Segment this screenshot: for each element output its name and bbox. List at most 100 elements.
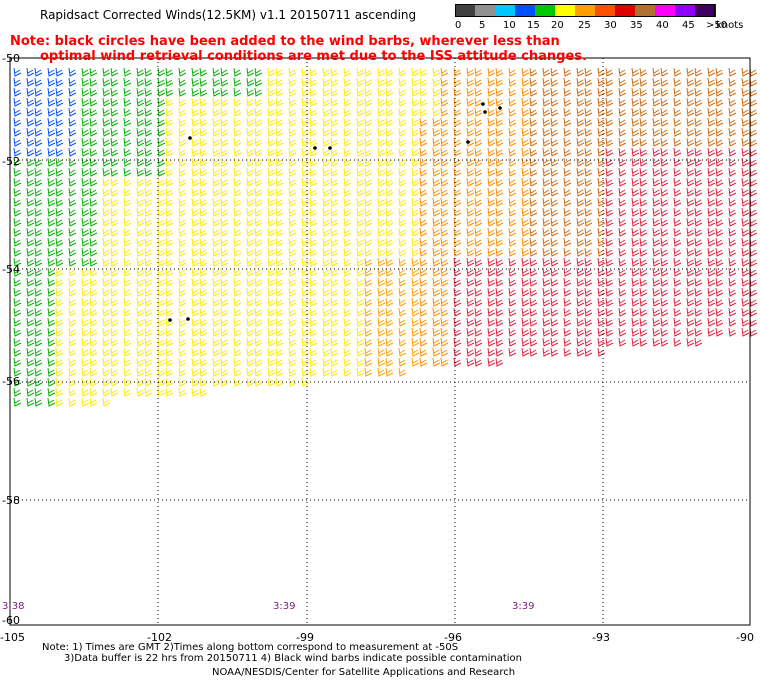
wind-barb — [89, 317, 98, 327]
wind-barb — [220, 237, 229, 247]
wind-barb — [432, 327, 441, 337]
wind-barb — [673, 237, 682, 247]
wind-barb — [123, 227, 132, 237]
wind-barb — [542, 87, 551, 97]
wind-barb — [715, 257, 724, 267]
wind-barb — [694, 107, 703, 117]
wind-barb — [55, 247, 64, 257]
wind-barb — [398, 107, 407, 117]
wind-barb — [110, 267, 119, 277]
wind-barb — [309, 337, 318, 347]
pass-time-3: 3:39 — [512, 601, 535, 612]
wind-barb — [749, 307, 758, 317]
wind-barb — [563, 237, 572, 247]
wind-barb — [419, 307, 428, 317]
wind-barb — [144, 77, 153, 87]
wind-barb — [212, 287, 221, 297]
wind-barb — [233, 257, 242, 267]
wind-barb — [728, 137, 737, 147]
wind-barb — [220, 127, 229, 137]
wind-barb — [81, 317, 90, 327]
wind-barb — [136, 387, 145, 397]
wind-barb — [233, 177, 242, 187]
wind-barb — [254, 197, 263, 207]
wind-barb — [550, 297, 559, 307]
wind-barb — [123, 277, 132, 287]
wind-barb — [212, 317, 221, 327]
wind-barb — [398, 327, 407, 337]
wind-barb — [432, 157, 441, 167]
wind-barb — [660, 87, 669, 97]
wind-barb — [254, 307, 263, 317]
wind-barb — [330, 357, 339, 367]
wind-barb — [411, 87, 420, 97]
wind-barb — [521, 347, 530, 357]
wind-barb — [246, 167, 255, 177]
wind-barb — [288, 227, 297, 237]
wind-barb — [246, 247, 255, 257]
wind-barb — [652, 197, 661, 207]
wind-barb — [398, 207, 407, 217]
wind-barb — [660, 237, 669, 247]
wind-barb — [686, 167, 695, 177]
wind-barb — [47, 357, 56, 367]
wind-barb — [749, 147, 758, 157]
wind-barb — [102, 77, 111, 87]
wind-barb — [191, 277, 200, 287]
wind-barb — [715, 97, 724, 107]
wind-barb — [419, 137, 428, 147]
wind-barb — [220, 117, 229, 127]
wind-barb — [605, 207, 614, 217]
wind-barb — [563, 347, 572, 357]
wind-barb — [123, 307, 132, 317]
wind-barb — [508, 157, 517, 167]
wind-barb — [466, 287, 475, 297]
wind-barb — [652, 157, 661, 167]
wind-barb — [254, 317, 263, 327]
wind-barb — [597, 247, 606, 257]
wind-barb — [275, 177, 284, 187]
wind-barb — [432, 237, 441, 247]
wind-barb — [631, 307, 640, 317]
wind-barb — [694, 237, 703, 247]
wind-barb — [707, 237, 716, 247]
wind-barb — [385, 157, 394, 167]
wind-barb — [652, 167, 661, 177]
wind-barb — [123, 67, 132, 77]
wind-barb — [364, 147, 373, 157]
wind-barb — [212, 177, 221, 187]
wind-barb — [343, 337, 352, 347]
wind-barb — [741, 267, 750, 277]
wind-barb — [157, 67, 166, 77]
wind-barb — [707, 247, 716, 257]
wind-barb — [597, 317, 606, 327]
wind-barb — [110, 197, 119, 207]
wind-barb — [597, 157, 606, 167]
wind-barb — [474, 157, 483, 167]
wind-barb — [487, 347, 496, 357]
wind-barb — [495, 117, 504, 127]
wind-barb — [474, 117, 483, 127]
wind-barb — [707, 167, 716, 177]
wind-barb — [322, 267, 331, 277]
wind-barb — [694, 337, 703, 347]
wind-barb — [576, 317, 585, 327]
wind-barb — [220, 197, 229, 207]
wind-barb — [212, 127, 221, 137]
wind-barb — [440, 207, 449, 217]
wind-barb — [550, 107, 559, 117]
wind-barb — [508, 187, 517, 197]
wind-barb — [563, 87, 572, 97]
wind-barb — [673, 107, 682, 117]
wind-barb — [246, 327, 255, 337]
wind-barb — [508, 257, 517, 267]
wind-barb — [529, 137, 538, 147]
wind-barb — [749, 237, 758, 247]
wind-barb — [652, 147, 661, 157]
wind-barb — [47, 217, 56, 227]
wind-barb — [694, 287, 703, 297]
wind-barb — [432, 187, 441, 197]
wind-barb — [440, 117, 449, 127]
lon-label-90: -90 — [736, 631, 754, 644]
wind-barb — [246, 357, 255, 367]
